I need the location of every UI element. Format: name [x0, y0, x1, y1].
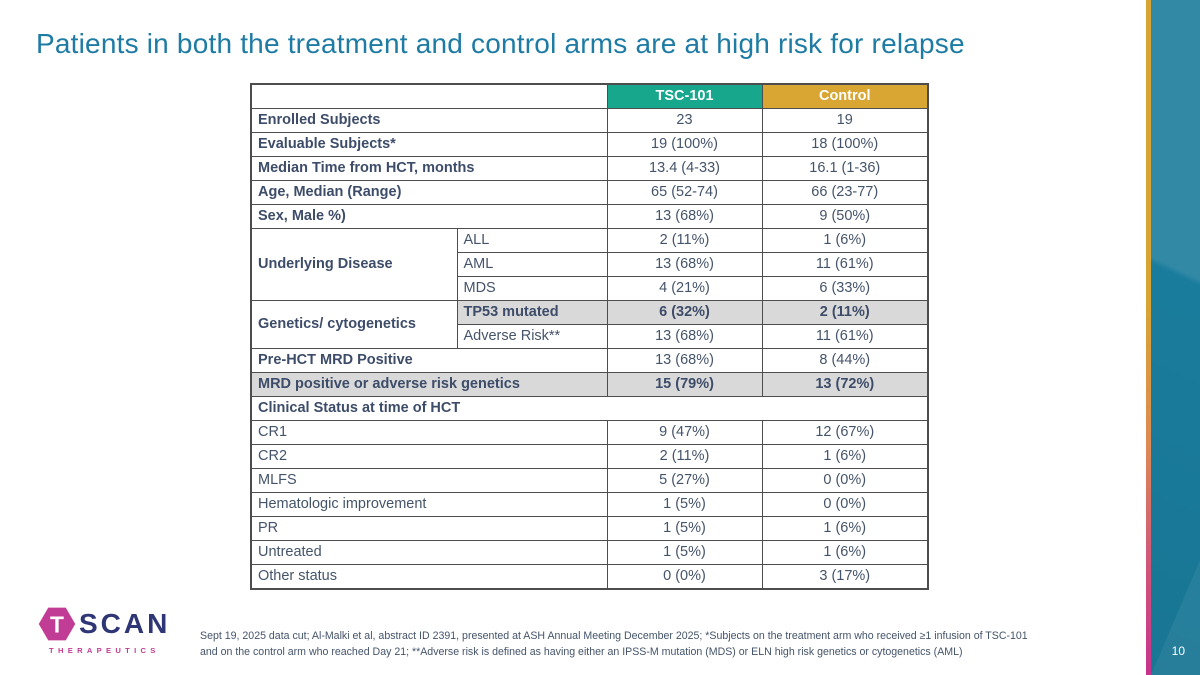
tsc-value: 6 (32%) — [606, 300, 763, 325]
control-value: 0 (0%) — [761, 468, 929, 493]
table-row: CR1 9 (47%) 12 (67%) — [250, 420, 929, 445]
control-value: 6 (33%) — [761, 276, 929, 301]
tsc-value: 13 (68%) — [606, 348, 763, 373]
tsc-value: 23 — [606, 108, 763, 133]
table-header-row: TSC-101 Control — [250, 83, 929, 109]
table-row: Median Time from HCT, months 13.4 (4-33)… — [250, 156, 929, 181]
page-number: 10 — [1171, 644, 1185, 658]
control-value: 66 (23-77) — [761, 180, 929, 205]
tsc-value: 4 (21%) — [606, 276, 763, 301]
logo-therapeutics-text: THERAPEUTICS — [49, 646, 160, 655]
sub-label: MDS — [456, 276, 608, 301]
table-row: Sex, Male %) 13 (68%) 9 (50%) — [250, 204, 929, 229]
row-label: Untreated — [250, 540, 608, 565]
control-value: 1 (6%) — [761, 228, 929, 253]
table-row: Evaluable Subjects* 19 (100%) 18 (100%) — [250, 132, 929, 157]
tsc-value: 5 (27%) — [606, 468, 763, 493]
row-label: Sex, Male %) — [250, 204, 608, 229]
sub-label: Adverse Risk** — [456, 324, 608, 349]
table-row: MLFS 5 (27%) 0 (0%) — [250, 468, 929, 493]
row-label: Age, Median (Range) — [250, 180, 608, 205]
tsc-value: 1 (5%) — [606, 516, 763, 541]
table-row: Other status 0 (0%) 3 (17%) — [250, 564, 929, 590]
tsc-value: 15 (79%) — [606, 372, 763, 397]
control-value: 3 (17%) — [761, 564, 929, 590]
table-row: MRD positive or adverse risk genetics 15… — [250, 372, 929, 397]
control-value: 1 (6%) — [761, 540, 929, 565]
table-row: PR 1 (5%) 1 (6%) — [250, 516, 929, 541]
side-decoration-band: 10 — [1151, 0, 1200, 675]
table-row: Age, Median (Range) 65 (52-74) 66 (23-77… — [250, 180, 929, 205]
control-value: 12 (67%) — [761, 420, 929, 445]
row-label: Median Time from HCT, months — [250, 156, 608, 181]
row-label: Other status — [250, 564, 608, 590]
header-empty-cell — [250, 83, 608, 109]
logo-scan-text: SCAN — [79, 608, 171, 639]
tsc-value: 13 (68%) — [606, 204, 763, 229]
control-value: 9 (50%) — [761, 204, 929, 229]
row-label: MRD positive or adverse risk genetics — [250, 372, 608, 397]
patient-characteristics-table: TSC-101 Control Enrolled Subjects 23 19 … — [250, 83, 929, 590]
tsc-value: 9 (47%) — [606, 420, 763, 445]
control-value: 13 (72%) — [761, 372, 929, 397]
tsc-value: 65 (52-74) — [606, 180, 763, 205]
tsc-value: 2 (11%) — [606, 228, 763, 253]
control-value: 11 (61%) — [761, 324, 929, 349]
row-label: MLFS — [250, 468, 608, 493]
table-row: Hematologic improvement 1 (5%) 0 (0%) — [250, 492, 929, 517]
control-value: 1 (6%) — [761, 444, 929, 469]
row-label: Evaluable Subjects* — [250, 132, 608, 157]
sub-label: ALL — [456, 228, 608, 253]
tsc-value: 13 (68%) — [606, 324, 763, 349]
table-row: Untreated 1 (5%) 1 (6%) — [250, 540, 929, 565]
tsc-value: 19 (100%) — [606, 132, 763, 157]
control-value: 0 (0%) — [761, 492, 929, 517]
control-value: 2 (11%) — [761, 300, 929, 325]
tsc-value: 13 (68%) — [606, 252, 763, 277]
header-control: Control — [761, 83, 929, 109]
tscan-logo: T SCAN THERAPEUTICS — [38, 604, 178, 655]
table-row: MDS 4 (21%) 6 (33%) — [251, 276, 929, 301]
sub-label: AML — [456, 252, 608, 277]
table-row: Genetics/ cytogenetics TP53 mutated 6 (3… — [250, 300, 929, 349]
tscan-hexagon-icon: T — [38, 607, 76, 641]
page-title: Patients in both the treatment and contr… — [36, 28, 965, 59]
tsc-value: 0 (0%) — [606, 564, 763, 590]
accent-gradient-stripe — [1146, 0, 1151, 675]
row-label: Pre-HCT MRD Positive — [250, 348, 608, 373]
group-label: Genetics/ cytogenetics — [250, 300, 458, 349]
section-label: Clinical Status at time of HCT — [250, 396, 929, 421]
row-label: Enrolled Subjects — [250, 108, 608, 133]
table-row: CR2 2 (11%) 1 (6%) — [250, 444, 929, 469]
row-label: Hematologic improvement — [250, 492, 608, 517]
header-tsc101: TSC-101 — [606, 83, 763, 109]
table-row: AML 13 (68%) 11 (61%) — [251, 252, 929, 277]
control-value: 8 (44%) — [761, 348, 929, 373]
control-value: 16.1 (1-36) — [761, 156, 929, 181]
group-label: Underlying Disease — [250, 228, 458, 301]
row-label: PR — [250, 516, 608, 541]
sub-label: TP53 mutated — [456, 300, 608, 325]
row-label: CR2 — [250, 444, 608, 469]
table-row: Enrolled Subjects 23 19 — [250, 108, 929, 133]
tsc-value: 2 (11%) — [606, 444, 763, 469]
table-row: Clinical Status at time of HCT — [250, 396, 929, 421]
band-diagonal-highlight — [1151, 0, 1200, 675]
control-value: 19 — [761, 108, 929, 133]
tsc-value: 1 (5%) — [606, 540, 763, 565]
footnote-text: Sept 19, 2025 data cut; Al-Malki et al, … — [200, 630, 1028, 658]
logo-t-letter: T — [50, 611, 64, 637]
control-value: 11 (61%) — [761, 252, 929, 277]
table-row: Underlying Disease ALL 2 (11%) 1 (6%) — [250, 228, 929, 301]
table-row: Pre-HCT MRD Positive 13 (68%) 8 (44%) — [250, 348, 929, 373]
tsc-value: 1 (5%) — [606, 492, 763, 517]
table-row: Adverse Risk** 13 (68%) 11 (61%) — [251, 324, 929, 349]
control-value: 18 (100%) — [761, 132, 929, 157]
row-label: CR1 — [250, 420, 608, 445]
tsc-value: 13.4 (4-33) — [606, 156, 763, 181]
control-value: 1 (6%) — [761, 516, 929, 541]
